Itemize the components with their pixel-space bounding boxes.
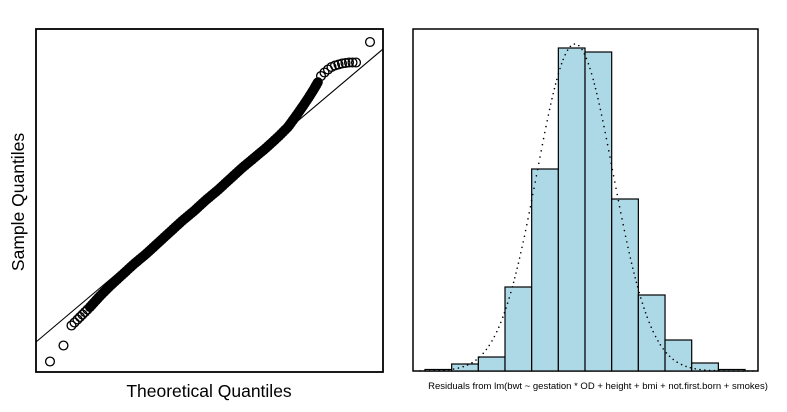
histogram-panel: Residuals from lm(bwt ~ gestation * OD +… [412, 28, 768, 392]
qq-y-axis-label: Sample Quantiles [8, 133, 28, 271]
qq-outlier-points [44, 36, 376, 367]
histogram-caption: Residuals from lm(bwt ~ gestation * OD +… [428, 381, 768, 392]
normal-curve-dots [419, 43, 754, 372]
qq-x-axis-label: Theoretical Quantiles [126, 381, 292, 401]
qq-plot-box [35, 28, 384, 373]
histogram-bars [424, 47, 746, 372]
qq-dense-point-band [84, 77, 323, 313]
qq-plot-panel: Theoretical Quantiles Sample Quantiles [8, 28, 384, 401]
qq-tail-points [66, 57, 362, 331]
